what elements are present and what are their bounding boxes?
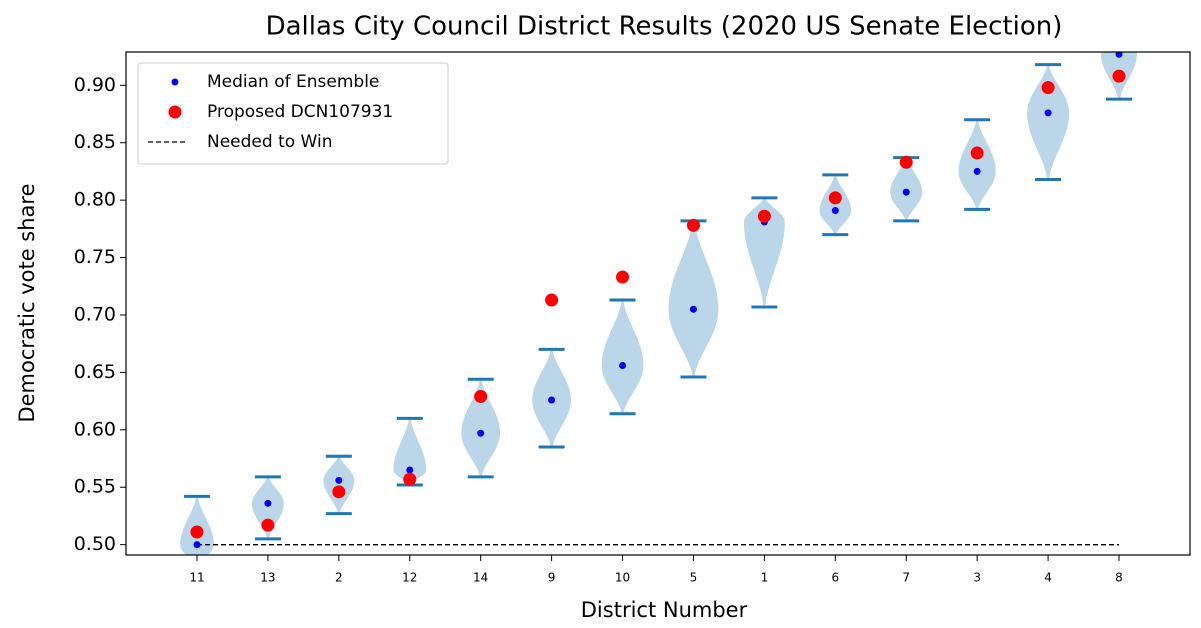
legend-label: Proposed DCN107931 xyxy=(207,102,393,122)
y-tick-label: 0.85 xyxy=(74,131,116,153)
legend-marker xyxy=(168,105,182,119)
x-tick-label: 7 xyxy=(902,571,910,585)
y-tick-label: 0.55 xyxy=(74,476,116,498)
proposed-point xyxy=(757,209,771,223)
violin-body xyxy=(251,476,284,539)
violin-body xyxy=(323,456,355,514)
median-point xyxy=(689,305,697,313)
proposed-point xyxy=(474,390,488,404)
x-tick-label: 3 xyxy=(973,571,981,585)
median-point xyxy=(619,362,627,370)
violin-body xyxy=(668,220,719,377)
y-tick-label: 0.80 xyxy=(74,189,116,211)
plot-area xyxy=(180,52,1137,555)
proposed-point xyxy=(899,155,913,169)
median-point xyxy=(902,188,910,196)
proposed-point xyxy=(1112,69,1126,83)
median-point xyxy=(1044,109,1052,117)
violin-body xyxy=(1027,64,1070,180)
x-tick-label: 1 xyxy=(761,571,769,585)
legend-label: Median of Ensemble xyxy=(207,72,379,92)
proposed-point xyxy=(261,518,275,532)
violin-body xyxy=(461,379,501,477)
legend-label: Needed to Win xyxy=(207,132,332,152)
proposed-point xyxy=(403,472,417,486)
median-point xyxy=(973,167,981,175)
y-axis-label: Democratic vote share xyxy=(15,183,39,422)
x-tick-label: 12 xyxy=(402,571,417,585)
proposed-point xyxy=(545,293,559,307)
x-tick-label: 4 xyxy=(1044,571,1052,585)
median-point xyxy=(548,396,556,404)
median-point xyxy=(264,499,272,507)
median-point xyxy=(831,206,839,214)
x-tick-label: 8 xyxy=(1115,571,1123,585)
y-tick-label: 0.60 xyxy=(74,418,116,440)
x-tick-label: 6 xyxy=(831,571,839,585)
violin-body xyxy=(743,197,785,307)
violin-body xyxy=(819,174,852,235)
plot-frame xyxy=(125,51,1191,556)
legend-marker xyxy=(171,78,179,86)
x-tick-label: 5 xyxy=(690,571,698,585)
x-tick-label: 11 xyxy=(189,571,204,585)
legend-box xyxy=(137,62,449,165)
x-axis-label: District Number xyxy=(581,598,748,622)
proposed-point xyxy=(686,218,700,232)
proposed-point xyxy=(332,485,346,499)
y-tick-label: 0.70 xyxy=(74,303,116,325)
proposed-point xyxy=(828,191,842,205)
y-tick-label: 0.50 xyxy=(74,533,116,555)
violin-body xyxy=(601,300,644,414)
proposed-point xyxy=(1041,81,1055,95)
median-point xyxy=(193,541,201,549)
x-tick-label: 9 xyxy=(548,571,556,585)
x-tick-label: 10 xyxy=(615,571,630,585)
median-point xyxy=(1115,52,1123,58)
median-point xyxy=(335,476,343,484)
x-tick-label: 2 xyxy=(335,571,343,585)
violin-body xyxy=(393,418,427,485)
y-tick-label: 0.90 xyxy=(74,74,116,96)
proposed-point xyxy=(616,270,630,284)
median-point xyxy=(477,429,485,437)
y-tick-label: 0.65 xyxy=(74,361,116,383)
violin-body xyxy=(958,119,996,210)
x-tick-label: 14 xyxy=(473,571,488,585)
proposed-point xyxy=(970,146,984,160)
proposed-point xyxy=(190,525,204,539)
y-tick-label: 0.75 xyxy=(74,246,116,268)
chart-title: Dallas City Council District Results (20… xyxy=(266,12,1063,42)
median-point xyxy=(406,466,414,474)
x-tick-label: 13 xyxy=(260,571,275,585)
